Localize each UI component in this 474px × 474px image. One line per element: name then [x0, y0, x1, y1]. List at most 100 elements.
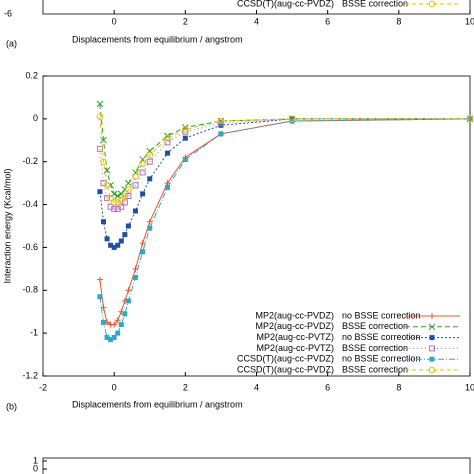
marker — [107, 194, 114, 202]
legend-label: MP2(aug-cc-PVDZ) — [255, 321, 334, 331]
y-tick-label: -1 — [30, 328, 38, 338]
legend-marker — [428, 366, 436, 374]
marker — [429, 313, 435, 319]
y-tick-label: -0.2 — [22, 156, 38, 166]
legend-label: CCSD(T)(aug-cc-PVDZ) — [237, 0, 334, 8]
legend-label: no BSSE correction — [342, 332, 421, 342]
x-axis-label: Displacements from equilibrium / angstro… — [72, 34, 243, 44]
y-tick-label: 1 — [33, 455, 38, 465]
y-tick-label: -6 — [4, 8, 12, 18]
marker — [429, 345, 435, 352]
legend-label: MP2(aug-cc-PVTZ) — [256, 332, 334, 342]
x-tick-label: -2 — [39, 382, 47, 392]
marker — [217, 117, 225, 125]
panel-label: (a) — [6, 38, 17, 48]
marker — [111, 205, 118, 212]
legend-label: MP2(aug-cc-PVTZ) — [256, 343, 334, 353]
y-axis-label: Interaction energy (Kcal/mol) — [2, 168, 12, 283]
marker — [466, 115, 474, 123]
x-tick-label: 6 — [325, 16, 330, 26]
y-tick-label: -0.6 — [22, 242, 38, 252]
y-tick-label: -0.8 — [22, 285, 38, 295]
marker — [164, 134, 171, 142]
marker — [139, 160, 146, 168]
marker — [182, 126, 189, 133]
marker — [115, 242, 121, 248]
marker — [133, 208, 139, 214]
marker — [118, 203, 125, 210]
series-markers — [96, 100, 474, 200]
legend-label: no BSSE correction — [342, 310, 421, 320]
marker — [100, 319, 106, 325]
legend-marker — [429, 335, 435, 341]
marker — [121, 192, 129, 200]
series-line — [99, 118, 471, 341]
marker — [146, 218, 153, 225]
panel-c-frame — [42, 457, 471, 474]
marker — [428, 366, 436, 374]
marker — [100, 304, 107, 311]
marker — [96, 145, 103, 152]
marker — [100, 158, 107, 166]
y-tick-label: 0.2 — [25, 70, 38, 80]
x-tick-label: 10 — [465, 16, 474, 26]
marker — [125, 193, 132, 199]
legend-label: BSSE correction — [342, 321, 408, 331]
marker — [115, 330, 121, 336]
marker — [97, 294, 103, 300]
marker — [147, 176, 153, 182]
marker — [146, 151, 154, 159]
marker — [103, 166, 111, 174]
marker — [125, 287, 132, 294]
marker — [429, 335, 435, 341]
marker — [132, 182, 139, 189]
series-line — [99, 116, 470, 203]
marker — [125, 223, 131, 229]
legend-label: no BSSE correction — [342, 354, 421, 364]
marker — [114, 317, 121, 324]
y-tick-label: -0.4 — [22, 199, 38, 209]
marker — [117, 196, 125, 204]
marker — [288, 115, 296, 123]
marker — [111, 244, 117, 250]
x-tick-label: 4 — [254, 16, 259, 26]
marker — [218, 131, 224, 137]
legend-marker — [429, 356, 435, 362]
marker — [182, 135, 188, 141]
legend-label: BSSE correction — [342, 0, 408, 8]
marker — [111, 321, 118, 328]
x-tick-label: 10 — [465, 382, 474, 392]
series-markers — [97, 116, 473, 343]
y-tick-label: 0 — [33, 463, 38, 473]
x-tick-label: 8 — [396, 16, 401, 26]
marker — [118, 238, 124, 244]
x-tick-label: 0 — [112, 16, 117, 26]
legend-label: CCSD(T)(aug-cc-PVDZ) — [237, 354, 334, 364]
marker — [289, 118, 295, 124]
marker — [96, 113, 104, 121]
marker — [165, 184, 171, 190]
marker — [429, 356, 435, 362]
marker — [114, 199, 122, 206]
series-markers — [96, 115, 473, 212]
marker — [147, 225, 153, 231]
marker — [164, 139, 171, 146]
marker — [97, 189, 103, 195]
legend-marker — [428, 0, 436, 8]
marker — [103, 181, 111, 189]
marker — [164, 132, 171, 140]
legend-label: MP2(aug-cc-PVDZ) — [255, 310, 334, 320]
marker — [139, 169, 146, 176]
marker — [428, 323, 436, 331]
marker — [108, 337, 114, 343]
marker — [165, 150, 171, 156]
marker — [182, 157, 188, 163]
x-tick-label: 2 — [183, 382, 188, 392]
marker — [122, 232, 128, 238]
marker — [139, 240, 146, 247]
x-tick-label: 2 — [183, 16, 188, 26]
x-tick-label: 6 — [325, 382, 330, 392]
marker — [108, 242, 114, 248]
marker — [96, 276, 103, 283]
